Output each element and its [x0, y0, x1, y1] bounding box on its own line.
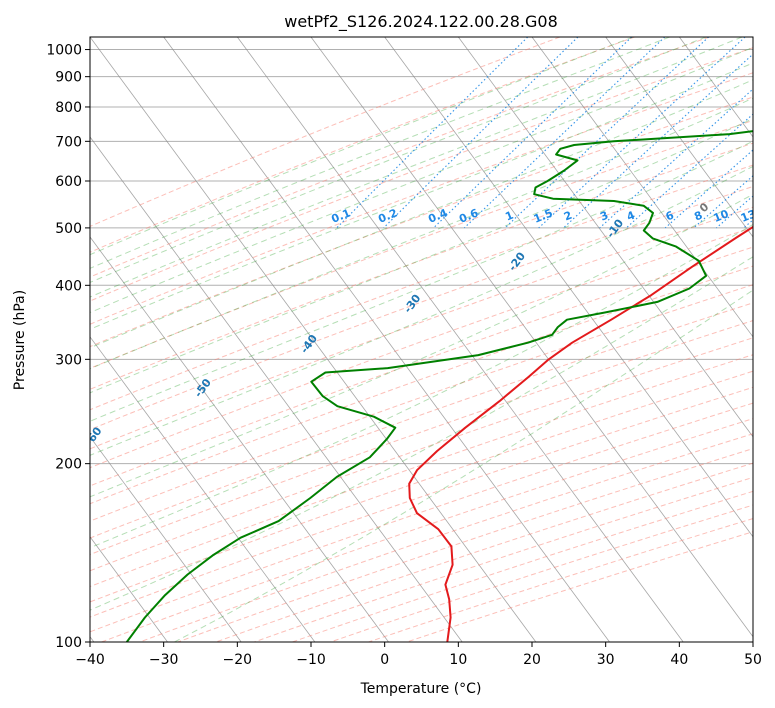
y-tick-label: 500 — [55, 221, 82, 237]
x-axis-label: Temperature (°C) — [360, 681, 482, 697]
mixing-ratio-label: 1 — [503, 209, 515, 224]
x-tick-label: −20 — [223, 652, 253, 668]
y-axis: 100 200 300 400 500 600 700 800 900 1000 — [46, 43, 90, 651]
y-tick-label: 200 — [55, 457, 82, 473]
isotherm-line — [90, 536, 168, 642]
isotherm-line — [90, 37, 537, 642]
dry-adiabat-line — [90, 206, 753, 450]
x-axis: −40 −30 −20 −10 0 10 20 30 40 50 — [75, 642, 762, 668]
mixing-ratio-label: 13 — [739, 207, 758, 225]
mixing-ratio-line — [563, 53, 753, 229]
dry-adiabat-line — [90, 37, 710, 278]
y-tick-label: 800 — [55, 100, 82, 116]
mixing-ratio-line — [433, 37, 633, 229]
x-tick-label: −30 — [149, 652, 179, 668]
dry-adiabat-line — [90, 47, 753, 302]
y-tick-label: 1000 — [46, 43, 82, 59]
dry-adiabat-line — [90, 72, 753, 325]
mixing-ratio-line — [693, 175, 753, 229]
dry-adiabat-line — [90, 246, 753, 487]
isotherm-line — [384, 37, 753, 538]
isotherm-line — [458, 37, 753, 438]
temperature-line — [408, 225, 753, 642]
chart-title: wetPf2_S126.2024.122.00.28.G08 — [284, 12, 558, 32]
isotherm-line — [90, 236, 389, 642]
mixing-ratio-label: 10 — [712, 207, 731, 225]
isotherm-line — [531, 37, 753, 338]
moist-adiabat-line — [90, 79, 753, 349]
dry-adiabat-line — [90, 284, 753, 522]
dry-adiabat-line — [90, 265, 753, 505]
moist-adiabat-line — [90, 165, 753, 456]
series-lines — [125, 130, 753, 642]
dry-adiabat-line — [90, 164, 753, 411]
mixing-ratio-label: 3 — [598, 209, 610, 224]
moist-adiabat-line — [174, 289, 753, 642]
moist-adiabat-line — [90, 62, 753, 330]
moist-adiabat-line — [90, 37, 743, 298]
background-lines — [90, 37, 753, 642]
x-tick-label: −40 — [75, 652, 105, 668]
x-tick-label: −10 — [296, 652, 326, 668]
dry-adiabat-line — [90, 37, 635, 253]
moist-adiabat-line — [90, 140, 753, 422]
mixing-ratio-line — [336, 37, 529, 229]
isotherm-line — [90, 336, 316, 642]
moist-adiabat-line — [90, 256, 753, 611]
moist-adiabat-line — [90, 193, 753, 498]
x-tick-label: 20 — [523, 652, 541, 668]
isotherm-line — [163, 37, 610, 642]
mixing-ratio-line — [504, 37, 710, 229]
x-tick-label: 10 — [449, 652, 467, 668]
y-tick-label: 400 — [55, 278, 82, 294]
isotherm-line — [237, 37, 684, 642]
moist-adiabat-line — [90, 37, 707, 283]
y-tick-label: 300 — [55, 352, 82, 368]
dewpoint-line — [125, 130, 753, 642]
y-tick-label: 600 — [55, 174, 82, 190]
dry-adiabat-line — [90, 226, 753, 469]
plot-frame — [89, 36, 754, 643]
isotherm-line — [90, 136, 463, 642]
dry-adiabat-line — [90, 37, 561, 227]
mixing-ratio-label: 2 — [562, 209, 574, 224]
x-tick-label: 0 — [380, 652, 389, 668]
x-tick-label: 30 — [597, 652, 615, 668]
mixing-ratio-label: 8 — [692, 209, 704, 224]
moist-adiabat-line — [90, 37, 634, 256]
y-tick-label: 700 — [55, 134, 82, 150]
mixing-ratio-line — [599, 88, 753, 229]
y-tick-label: 100 — [55, 635, 82, 651]
x-tick-label: 50 — [744, 652, 762, 668]
y-axis-label: Pressure (hPa) — [12, 290, 28, 390]
dry-adiabat-line — [90, 185, 753, 431]
dry-adiabat-line — [90, 96, 753, 348]
y-tick-label: 900 — [55, 70, 82, 86]
x-tick-label: 40 — [670, 652, 688, 668]
dry-adiabat-line — [90, 142, 753, 390]
